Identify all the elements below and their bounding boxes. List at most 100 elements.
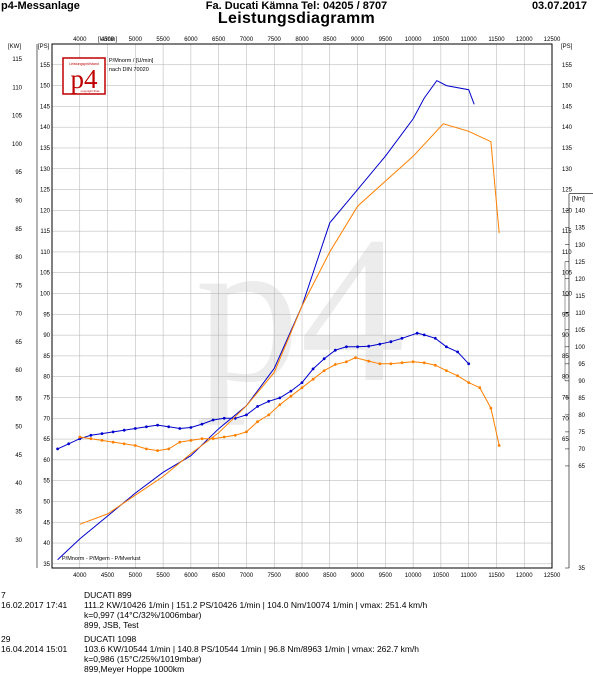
torque-point <box>245 413 248 417</box>
torque-point <box>433 363 437 367</box>
ps-tick-label-left: 125 <box>40 188 51 194</box>
torque-point <box>322 369 326 372</box>
x-tick-label-bottom: 12500 <box>544 573 561 579</box>
ps-tick-label-left: 65 <box>43 437 50 443</box>
torque-point <box>78 435 82 439</box>
ps-tick-label-left: 80 <box>43 375 50 381</box>
torque-point <box>222 416 226 420</box>
ps-tick-label-left: 60 <box>43 458 50 464</box>
ps-tick-label-left: 40 <box>43 541 50 547</box>
ps-tick-label-left: 130 <box>40 167 51 173</box>
torque-point <box>156 423 160 427</box>
ps-tick-label-left: 50 <box>43 499 50 505</box>
torque-point <box>122 442 126 446</box>
torque-point <box>311 377 315 381</box>
torque-point <box>333 363 337 366</box>
axes: 4000 4000 4500 4500 5000 5000 5500 5500 6000 6000… <box>8 37 593 579</box>
ps-tick-label-left: 70 <box>43 416 50 422</box>
torque-point <box>122 428 126 432</box>
torque-point <box>345 360 348 364</box>
x-tick-label-top: 4500 <box>101 37 115 43</box>
kw-tick-label: 35 <box>15 509 22 515</box>
ps-tick-label-right: 120 <box>562 208 573 214</box>
ps-tick-label-left: 55 <box>43 479 50 485</box>
kw-tick-label: 80 <box>15 255 22 261</box>
torque-point <box>289 394 293 398</box>
nm-tick-label: 135 <box>575 226 586 232</box>
x-tick-label-top: 7000 <box>240 37 254 43</box>
x-tick-label-bottom: 10500 <box>433 573 450 579</box>
x-tick-label-bottom: 5500 <box>156 573 170 579</box>
nm-tick-label: 115 <box>575 294 585 300</box>
torque-point <box>89 437 93 441</box>
run-number: 29 <box>1 634 11 644</box>
torque-point <box>145 425 148 429</box>
torque-point <box>445 369 448 372</box>
ps-tick-label-right: 135 <box>562 146 573 152</box>
ps-tick-label-right: 70 <box>562 416 569 422</box>
torque-point <box>133 427 137 430</box>
kw-tick-label: 70 <box>15 312 22 318</box>
torque-curve-1 <box>57 332 470 450</box>
x-tick-label-top: 4000 <box>73 37 87 43</box>
kw-tick-label: 95 <box>15 170 22 176</box>
torque-point <box>100 432 104 435</box>
torque-point <box>133 444 137 447</box>
nm-axis-unit: [Nm] <box>572 197 585 203</box>
torque-point <box>56 447 59 451</box>
x-tick-label-top: 5000 <box>129 37 143 43</box>
torque-point <box>145 447 148 451</box>
ps-tick-label-right: 145 <box>562 104 573 110</box>
ps-tick-label-left: 100 <box>40 292 51 298</box>
torque-point <box>467 381 471 384</box>
torque-point <box>100 439 104 442</box>
x-tick-label-bottom: 9500 <box>379 573 393 579</box>
torque-point <box>111 440 115 444</box>
x-tick-label-bottom: 4500 <box>101 573 115 579</box>
nm-tick-label: 95 <box>578 362 585 368</box>
torque-point <box>178 427 182 430</box>
torque-point <box>300 386 304 390</box>
ps-tick-label-right: 115 <box>562 229 572 235</box>
x-tick-label-bottom: 4000 <box>73 573 87 579</box>
torque-point <box>445 345 448 349</box>
x-tick-label-top: 7500 <box>268 37 282 43</box>
x-tick-label-bottom: 8500 <box>323 573 337 579</box>
torque-point <box>256 420 259 424</box>
kw-tick-label: 110 <box>12 85 22 91</box>
torque-point <box>222 435 226 439</box>
logo-small-bottom: copyright Ihde <box>81 89 100 93</box>
nm-tick-label: 125 <box>575 260 586 266</box>
kw-tick-label: 100 <box>12 142 23 148</box>
ps-tick-label-left: 95 <box>43 312 50 318</box>
ps-tick-label-left: 135 <box>40 146 51 152</box>
x-tick-label-bottom: 11500 <box>488 573 505 579</box>
nm-tick-label: 120 <box>575 277 586 283</box>
ps-tick-label-right: 150 <box>562 84 573 90</box>
nm-tick-label: 140 <box>575 209 586 215</box>
run-name: DUCATI 1098 <box>84 634 137 644</box>
x-tick-label-top: 12000 <box>516 37 533 43</box>
nm-tick-label: 35 <box>578 566 585 572</box>
kw-tick-label: 50 <box>15 425 22 431</box>
run-number: 7 <box>1 590 6 600</box>
torque-point <box>278 403 282 407</box>
run-date: 16.04.2014 <box>1 644 44 654</box>
run-name: DUCATI 899 <box>84 590 132 600</box>
x-tick-label-bottom: 11000 <box>461 573 478 579</box>
legend-top-line-1: P/Mnorm / [U/min] <box>109 58 154 64</box>
ps-axis-unit-right: [PS] <box>561 44 573 50</box>
nm-tick-label: 90 <box>578 379 585 385</box>
x-tick-label-top: 8000 <box>295 37 309 43</box>
torque-point <box>411 360 415 364</box>
torque-point <box>189 439 193 442</box>
nm-tick-label: 85 <box>578 396 585 402</box>
x-tick-label-top: 9000 <box>351 37 365 43</box>
torque-point <box>111 430 115 434</box>
torque-point <box>345 345 348 349</box>
torque-point <box>256 405 259 408</box>
dyno-chart: p4 4000 4000 4500 4500 5000 5000 5500 5500 6000 6… <box>8 37 593 579</box>
curves <box>56 79 501 561</box>
ps-tick-label-left: 150 <box>40 84 51 90</box>
run-values: 111.2 KW/10426 1/min | 151.2 PS/10426 1/… <box>84 600 428 610</box>
